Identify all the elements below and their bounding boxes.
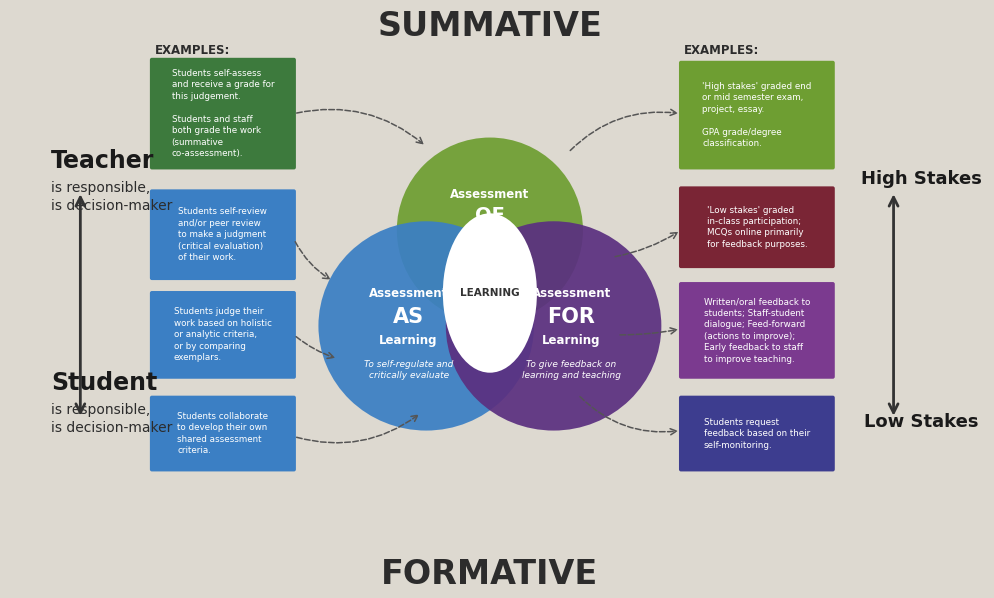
Text: Students self-review
and/or peer review
to make a judgment
(critical evaluation): Students self-review and/or peer review …: [179, 208, 267, 262]
FancyBboxPatch shape: [679, 187, 835, 268]
Text: To give feedback on: To give feedback on: [526, 360, 616, 370]
Text: FORMATIVE: FORMATIVE: [382, 557, 598, 591]
FancyBboxPatch shape: [679, 282, 835, 379]
Text: Low Stakes: Low Stakes: [864, 413, 978, 431]
Text: 'Low stakes' graded
in-class participation;
MCQs online primarily
for feedback p: 'Low stakes' graded in-class participati…: [707, 206, 807, 249]
Text: LEARNING: LEARNING: [460, 288, 520, 298]
Text: learning and teaching: learning and teaching: [522, 371, 620, 380]
Text: AS: AS: [393, 307, 424, 327]
Text: Learning: Learning: [460, 230, 519, 243]
Text: achievement: achievement: [460, 266, 519, 276]
Text: is responsible,: is responsible,: [51, 402, 150, 417]
Text: Written/oral feedback to
students; Staff-student
dialogue; Feed-forward
(actions: Written/oral feedback to students; Staff…: [704, 297, 810, 364]
Text: FOR: FOR: [548, 307, 595, 327]
FancyBboxPatch shape: [679, 61, 835, 169]
Text: To demonstate: To demonstate: [456, 254, 523, 264]
Text: Assessment: Assessment: [369, 286, 448, 300]
Text: is responsible,: is responsible,: [51, 181, 150, 196]
Text: Learning: Learning: [542, 334, 600, 347]
Text: EXAMPLES:: EXAMPLES:: [155, 44, 231, 57]
Text: Students judge their
work based on holistic
or analytic criteria,
or by comparin: Students judge their work based on holis…: [174, 307, 272, 362]
Text: is decision-maker: is decision-maker: [51, 199, 172, 213]
Text: is decision-maker: is decision-maker: [51, 420, 172, 435]
Ellipse shape: [397, 138, 582, 323]
Text: Students self-assess
and receive a grade for
this judgement.

Students and staff: Students self-assess and receive a grade…: [172, 69, 274, 158]
Text: Students request
feedback based on their
self-monitoring.: Students request feedback based on their…: [704, 417, 810, 450]
Text: Assessment: Assessment: [532, 286, 611, 300]
Ellipse shape: [443, 213, 537, 373]
Text: Student: Student: [51, 371, 157, 395]
Text: Students collaborate
to develop their own
shared assessment
criteria.: Students collaborate to develop their ow…: [177, 412, 268, 455]
Ellipse shape: [318, 221, 534, 431]
FancyBboxPatch shape: [150, 58, 296, 169]
FancyBboxPatch shape: [679, 396, 835, 471]
Text: EXAMPLES:: EXAMPLES:: [684, 44, 759, 57]
Text: Assessment: Assessment: [450, 188, 530, 201]
FancyBboxPatch shape: [150, 291, 296, 379]
Text: High Stakes: High Stakes: [861, 170, 981, 188]
FancyBboxPatch shape: [150, 190, 296, 280]
Text: Learning: Learning: [380, 334, 437, 347]
FancyBboxPatch shape: [150, 396, 296, 471]
Text: To self-regulate and: To self-regulate and: [364, 360, 453, 370]
Text: SUMMATIVE: SUMMATIVE: [378, 10, 602, 44]
Text: 'High stakes' graded end
or mid semester exam,
project, essay.

GPA grade/degree: 'High stakes' graded end or mid semester…: [702, 82, 811, 148]
Text: Teacher: Teacher: [51, 150, 154, 173]
Ellipse shape: [445, 221, 661, 431]
Text: critically evaluate: critically evaluate: [369, 371, 448, 380]
Text: OF: OF: [475, 206, 505, 225]
